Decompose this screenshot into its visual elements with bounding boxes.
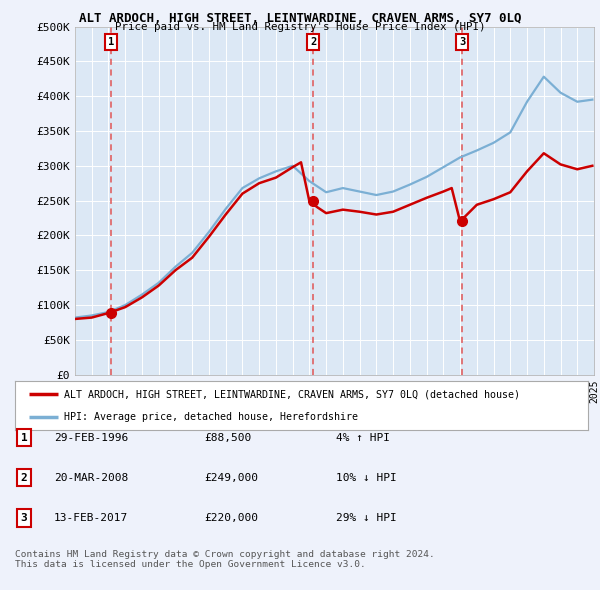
Text: ALT ARDOCH, HIGH STREET, LEINTWARDINE, CRAVEN ARMS, SY7 0LQ: ALT ARDOCH, HIGH STREET, LEINTWARDINE, C… (79, 12, 521, 25)
Text: 10% ↓ HPI: 10% ↓ HPI (336, 473, 397, 483)
Text: 3: 3 (20, 513, 28, 523)
Text: 2: 2 (310, 37, 316, 47)
Text: 13-FEB-2017: 13-FEB-2017 (54, 513, 128, 523)
Text: £220,000: £220,000 (204, 513, 258, 523)
Text: HPI: Average price, detached house, Herefordshire: HPI: Average price, detached house, Here… (64, 412, 358, 422)
Text: Price paid vs. HM Land Registry's House Price Index (HPI): Price paid vs. HM Land Registry's House … (115, 22, 485, 32)
Text: 2: 2 (20, 473, 28, 483)
Text: 3: 3 (459, 37, 465, 47)
Text: Contains HM Land Registry data © Crown copyright and database right 2024.
This d: Contains HM Land Registry data © Crown c… (15, 550, 435, 569)
Text: ALT ARDOCH, HIGH STREET, LEINTWARDINE, CRAVEN ARMS, SY7 0LQ (detached house): ALT ARDOCH, HIGH STREET, LEINTWARDINE, C… (64, 389, 520, 399)
Text: £249,000: £249,000 (204, 473, 258, 483)
Text: 1: 1 (108, 37, 114, 47)
Text: 29% ↓ HPI: 29% ↓ HPI (336, 513, 397, 523)
Text: 20-MAR-2008: 20-MAR-2008 (54, 473, 128, 483)
Text: 1: 1 (20, 433, 28, 442)
Text: 4% ↑ HPI: 4% ↑ HPI (336, 433, 390, 442)
Text: 29-FEB-1996: 29-FEB-1996 (54, 433, 128, 442)
Text: £88,500: £88,500 (204, 433, 251, 442)
